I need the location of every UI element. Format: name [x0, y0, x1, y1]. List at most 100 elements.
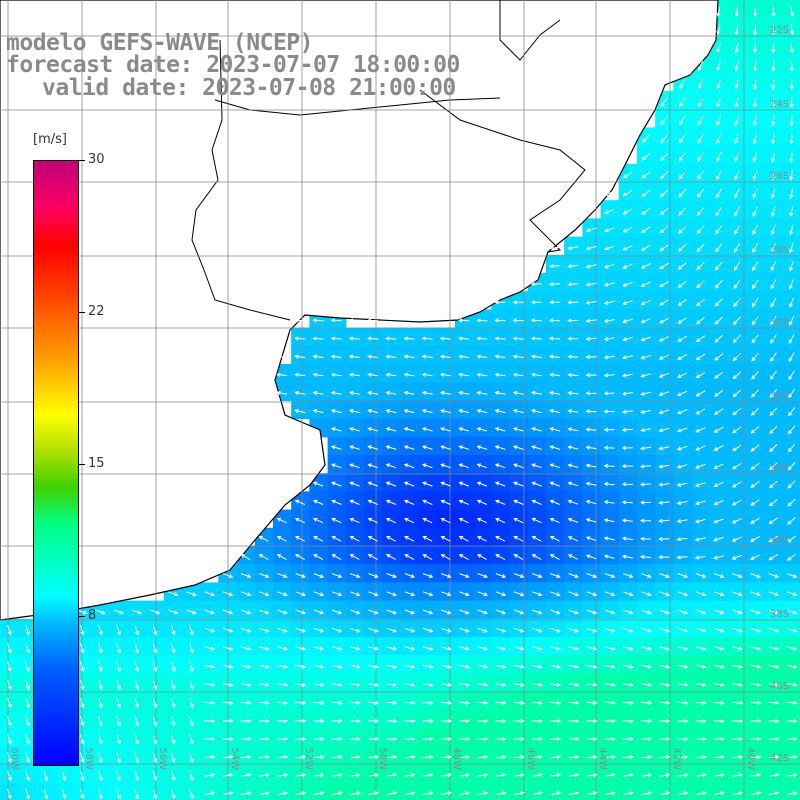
wind-arrow	[422, 773, 434, 778]
wind-arrow	[349, 499, 360, 505]
wind-speed-cell	[364, 709, 383, 729]
wind-arrow	[116, 752, 121, 764]
wind-arrow	[240, 573, 252, 578]
wind-arrow	[713, 682, 725, 687]
wind-speed-cell	[291, 400, 310, 420]
wind-speed-cell	[364, 618, 383, 638]
wind-speed-cell	[436, 455, 456, 474]
wind-speed-cell	[691, 273, 711, 292]
wind-arrow	[788, 297, 795, 308]
wind-speed-cell	[473, 655, 492, 674]
wind-speed-cell	[382, 455, 401, 474]
wind-speed-cell	[564, 236, 583, 256]
wind-arrow	[549, 499, 560, 505]
wind-speed-cell	[618, 218, 638, 238]
wind-speed-cell	[491, 582, 511, 602]
wind-arrow	[168, 609, 179, 615]
wind-arrow	[603, 536, 615, 541]
wind-speed-cell	[618, 637, 638, 656]
wind-arrow	[385, 445, 397, 450]
wind-arrow	[733, 224, 741, 235]
wind-arrow	[585, 318, 597, 323]
wind-speed-cell	[182, 728, 201, 747]
wind-speed-cell	[691, 655, 711, 674]
wind-arrow	[550, 773, 561, 778]
wind-speed-cell	[473, 418, 492, 438]
wind-speed-cell	[273, 746, 292, 765]
wind-arrow	[494, 427, 506, 432]
wind-speed-cell	[655, 163, 674, 183]
wind-speed-cell	[109, 691, 128, 711]
wind-arrow	[495, 773, 507, 778]
wind-arrow	[640, 518, 652, 523]
wind-speed-cell	[600, 273, 620, 292]
wind-arrow	[386, 682, 398, 687]
wind-speed-cell	[600, 782, 620, 800]
wind-speed-cell	[673, 291, 693, 310]
wind-speed-cell	[764, 564, 784, 583]
wind-arrow	[732, 426, 742, 434]
wind-speed-cell	[618, 455, 638, 474]
wind-speed-cell	[746, 436, 765, 456]
wind-speed-cell	[36, 782, 56, 800]
wind-speed-cell	[327, 509, 347, 529]
wind-arrow	[713, 445, 724, 451]
wind-arrow	[277, 718, 289, 724]
wind-speed-cell	[618, 546, 638, 565]
wind-arrow	[331, 554, 342, 561]
wind-speed-cell	[673, 418, 693, 438]
wind-speed-cell	[673, 91, 693, 110]
wind-arrow	[732, 591, 743, 597]
wind-arrow	[277, 609, 288, 615]
wind-speed-cell	[127, 709, 147, 729]
wind-speed-cell	[0, 637, 19, 656]
wind-arrow	[422, 791, 434, 796]
wind-speed-cell	[655, 418, 674, 438]
wind-speed-cell	[509, 400, 529, 420]
wind-arrow	[641, 207, 651, 215]
wind-arrow	[349, 773, 361, 778]
wind-speed-cell	[746, 546, 765, 565]
wind-arrow	[385, 390, 397, 395]
wind-arrow	[331, 682, 343, 687]
wind-speed-cell	[728, 527, 747, 547]
colorbar-tick	[79, 464, 85, 465]
wind-arrow	[622, 190, 633, 197]
wind-arrow	[695, 408, 706, 415]
wind-speed-cell	[327, 582, 347, 602]
wind-speed-cell	[509, 327, 529, 347]
wind-speed-cell	[655, 527, 674, 547]
wind-speed-cell	[764, 746, 784, 765]
wind-speed-cell	[728, 236, 747, 256]
wind-arrow	[695, 609, 707, 615]
wind-speed-cell	[418, 345, 438, 365]
wind-speed-cell	[691, 400, 711, 420]
wind-arrow	[295, 627, 306, 633]
wind-speed-cell	[546, 764, 565, 784]
wind-arrow	[331, 700, 343, 705]
longitude-label: 54W	[229, 747, 240, 770]
wind-speed-cell	[564, 309, 583, 329]
wind-speed-cell	[782, 618, 800, 638]
wind-arrow	[732, 755, 744, 760]
wind-arrow	[349, 554, 360, 561]
wind-arrow	[440, 791, 452, 796]
wind-speed-cell	[618, 655, 638, 674]
wind-arrow	[603, 500, 615, 505]
wind-arrow	[331, 481, 342, 487]
wind-speed-cell	[455, 364, 474, 383]
wind-speed-cell	[436, 709, 456, 729]
wind-arrow	[750, 627, 761, 633]
wind-speed-cell	[509, 546, 529, 565]
wind-arrow	[731, 554, 742, 560]
wind-arrow	[459, 755, 471, 760]
wind-arrow	[476, 536, 487, 542]
wind-speed-cell	[782, 364, 800, 383]
wind-speed-cell	[436, 673, 456, 693]
wind-arrow	[771, 6, 776, 18]
wind-arrow	[769, 352, 777, 362]
wind-speed-cell	[691, 691, 711, 711]
wind-speed-cell	[673, 382, 693, 401]
wind-speed-cell	[655, 637, 674, 656]
wind-arrow	[330, 354, 342, 359]
